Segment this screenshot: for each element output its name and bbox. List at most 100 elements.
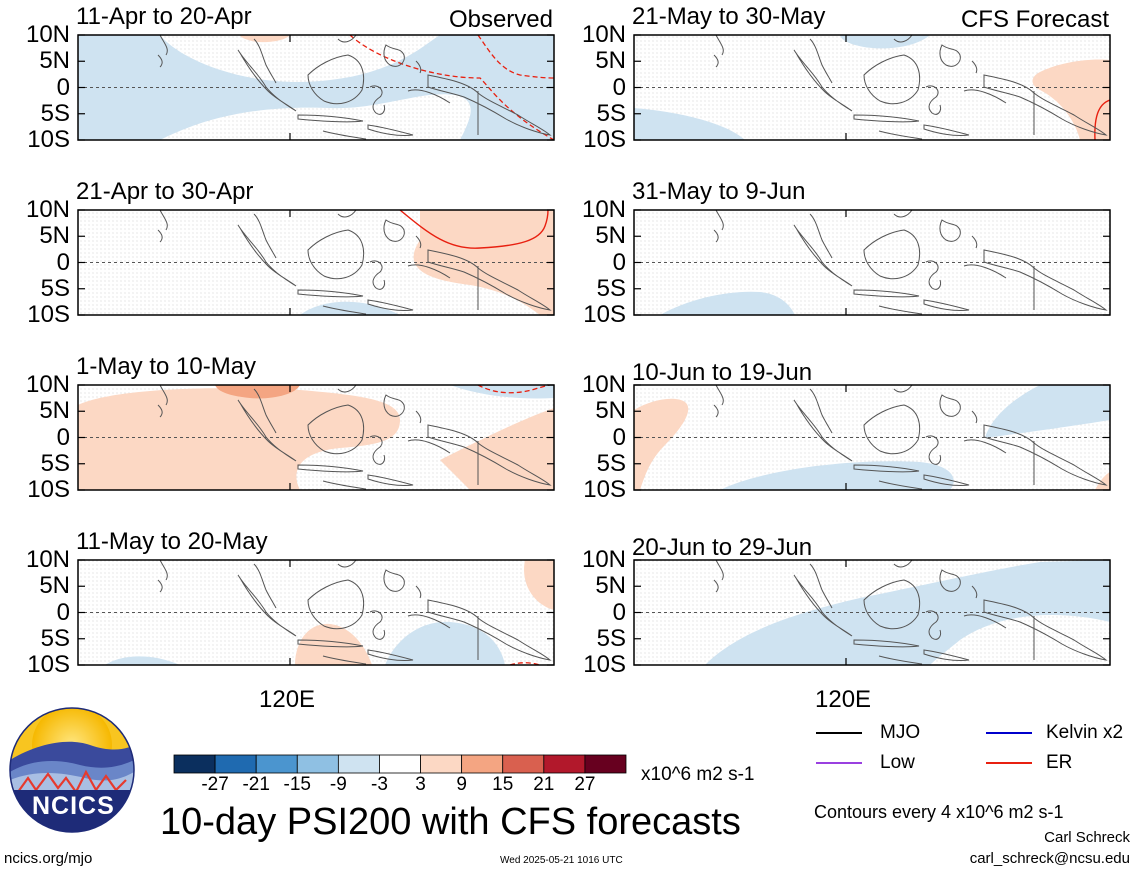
panel-p1-title: 11-Apr to 20-Apr [76,3,252,30]
p8-negative-anomaly [705,560,1110,665]
p2-coast-14 [415,235,422,249]
lat-label-c0-r3-2: 0 [56,598,70,626]
p8-coast-15 [713,579,719,593]
footer-email[interactable]: carl_schreck@ncsu.edu [969,850,1130,867]
p3-coast-15 [157,404,163,418]
p7-coast-8 [963,439,1007,454]
colorbar-swatch-6 [420,754,463,774]
panel-p5-tag: CFS Forecast [960,6,1109,33]
p1-positive-anomaly [240,35,290,43]
p5-coast-11 [923,124,970,136]
p4-coast-0 [159,560,168,581]
p2-positive-anomaly [413,210,554,315]
p4-coast-15 [157,579,163,593]
p2-coast-11 [367,299,414,311]
p1-coast-0 [159,35,168,56]
p4-negative-east [385,621,505,665]
p2-coast-5 [337,210,357,218]
lat-label-c0-r1-3: 5S [40,274,70,302]
lat-label-c0-r2-0: 10N [25,371,70,398]
p2-coast-8 [407,264,451,279]
p5-coast-3 [853,114,920,123]
lat-label-c1-r1-2: 0 [612,248,626,276]
p4-coast-14 [415,585,422,599]
lat-label-c0-r1-1: 5N [39,222,70,250]
p8-coast-7 [939,569,961,592]
colorbar-units: x10^6 m2 s-1 [641,764,755,785]
p5-coast-12 [878,130,923,140]
lat-label-c0-r3-0: 10N [25,546,70,573]
p7-coast-3 [853,464,920,473]
p6-coast-7 [939,219,961,242]
p3-coastlines [157,385,552,490]
main-title: 10-day PSI200 with CFS forecasts [160,801,741,843]
p1-coast-4 [307,54,365,105]
p4-coastlines [157,560,552,665]
p4-positive-east [524,560,554,610]
p4-negative-sw [105,656,180,665]
p4-coast-1 [237,574,297,637]
p1-er-contour-upper [349,35,554,140]
p2-coast-15 [157,229,163,243]
p5-coast-14 [971,60,978,74]
colorbar-tick-8: 21 [533,774,555,795]
colorbar-tick-2: -15 [283,774,311,795]
colorbar-tick-4: -3 [371,774,388,795]
colorbar-swatch-9 [543,754,586,774]
lat-label-c0-r2-1: 5N [39,397,70,425]
lat-label-c1-r2-3: 5S [596,449,626,477]
p8-coast-6 [925,610,941,640]
p2-coast-12 [322,305,367,315]
colorbar-tick-7: 15 [492,774,514,795]
p3-positive-anomaly [78,388,400,490]
footer-left-link[interactable]: ncics.org/mjo [4,850,93,867]
p5-coast-2 [809,38,833,84]
p7-negative-south [720,461,954,490]
p4-coast-4 [307,579,365,630]
p7-coast-5 [893,385,913,393]
panel-p3-title: 1-May to 10-May [76,353,257,380]
p8-coast-3 [853,639,920,648]
panel-p4-title: 11-May to 20-May [76,528,268,555]
p2-coast-0 [159,210,168,231]
lat-label-c1-r2-2: 0 [612,423,626,451]
p6-coast-14 [971,235,978,249]
p7-coast-2 [809,388,833,434]
lat-label-c0-r2-2: 0 [56,423,70,451]
p2-coast-6 [369,260,385,290]
p7-coast-4 [863,404,921,455]
p5-coast-4 [863,54,921,105]
lat-label-c0-r0-4: 10S [27,126,70,153]
p4-coast-8 [407,614,451,629]
lat-label-c1-r1-1: 5N [595,222,626,250]
p7-coast-15 [713,404,719,418]
p1-coastlines [157,35,552,140]
colorbar [173,754,627,774]
p6-coast-3 [853,289,920,298]
p7-coast-14 [971,410,978,424]
colorbar-tick-0: -27 [201,774,229,795]
p5-negative-west [634,108,745,140]
footer-author: Carl Schreck [1044,829,1130,846]
p5-negative-north [840,35,930,49]
lat-label-c0-r0-3: 5S [40,99,70,127]
p6-coast-12 [878,305,923,315]
p7-negative-ne [985,385,1110,438]
p5-coast-15 [713,54,719,68]
legend-label-er: ER [1046,752,1073,773]
p1-coast-7 [383,44,405,67]
p6-coast-4 [863,229,921,280]
p1-coast-11 [367,124,414,136]
p8-coast-14 [971,585,978,599]
p1-coast-5 [337,35,357,43]
p3-positive-core [215,385,300,399]
lat-label-c1-r3-2: 0 [612,598,626,626]
lat-label-c1-r2-1: 5N [595,397,626,425]
p3-coast-8 [407,439,451,454]
x-tick-label-left: 120E [259,686,316,713]
p4-coast-11 [367,649,414,661]
p6-coast-8 [963,264,1007,279]
p5-coast-0 [715,35,724,56]
p6-coast-2 [809,213,833,259]
lat-label-c1-r2-4: 10S [583,476,626,503]
